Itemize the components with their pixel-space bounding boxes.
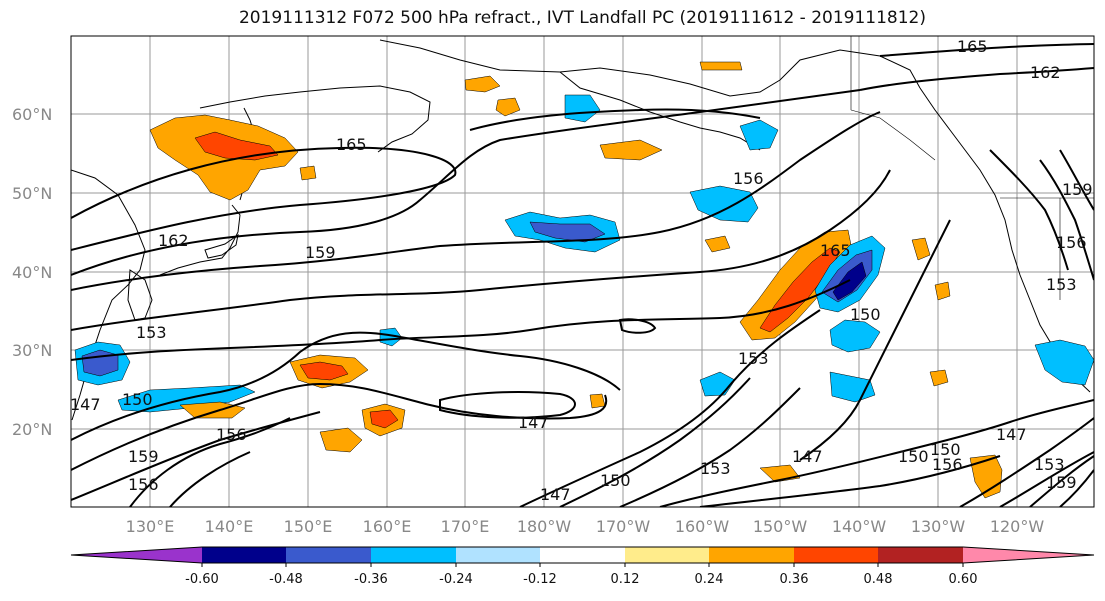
lon-label: 180°W <box>517 517 572 536</box>
colorbar-segment <box>709 547 794 563</box>
contour-label: 150 <box>600 471 631 490</box>
colorbar-segments <box>70 546 1095 564</box>
colorbar-ticks <box>201 563 964 567</box>
contour-label: 150 <box>122 390 153 409</box>
contour-label: 153 <box>738 349 769 368</box>
colorbar-segment <box>371 547 456 563</box>
lon-label: 170°E <box>441 517 490 536</box>
colorbar-segment <box>963 547 1094 563</box>
contour-label: 150 <box>850 305 881 324</box>
colorbar-tick-label: 0.60 <box>949 572 978 587</box>
contour-label: 165 <box>820 241 851 260</box>
lon-label: 120°W <box>990 517 1045 536</box>
lat-label: 20°N <box>12 420 52 439</box>
latitude-labels: 60°N 50°N 40°N 30°N 20°N <box>12 105 52 439</box>
contours <box>71 43 1094 507</box>
contour-label: 147 <box>792 447 823 466</box>
plot-frame <box>70 35 1095 508</box>
lat-label: 30°N <box>12 341 52 360</box>
contour-label: 165 <box>957 37 988 56</box>
contour-label: 156 <box>733 169 764 188</box>
lon-label: 150°W <box>753 517 808 536</box>
longitude-labels: 130°E 140°E 150°E 160°E 170°E 180°W 170°… <box>126 517 1045 536</box>
lat-label: 60°N <box>12 105 52 124</box>
contour-label: 147 <box>996 425 1027 444</box>
colorbar-segment <box>625 547 709 563</box>
colorbar-tick-labels: -0.60 -0.48 -0.36 -0.24 -0.12 0.12 0.24 … <box>185 572 977 587</box>
colorbar-tick-label: 0.48 <box>864 572 893 587</box>
shading <box>74 61 1094 499</box>
colorbar-tick-label: 0.24 <box>695 572 724 587</box>
map-title: 2019111312 F072 500 hPa refract., IVT La… <box>238 8 926 28</box>
contour-labels: 165 162 165 162 159 156 159 156 153 150 … <box>70 37 1093 504</box>
colorbar-tick-label: -0.48 <box>269 572 303 587</box>
lon-label: 140°E <box>205 517 254 536</box>
contour-label: 165 <box>336 135 367 154</box>
contour-label: 147 <box>540 485 571 504</box>
contour-label: 156 <box>1056 233 1087 252</box>
contour-label: 156 <box>128 475 159 494</box>
contour-label: 162 <box>1030 63 1061 82</box>
colorbar-segment <box>202 547 286 563</box>
lon-label: 130°W <box>911 517 966 536</box>
contour-label: 150 <box>930 440 961 459</box>
contour-label: 153 <box>700 459 731 478</box>
borders <box>850 36 1094 300</box>
contour-label: 153 <box>1046 275 1077 294</box>
contour-label: 162 <box>158 231 189 250</box>
contour-label: 153 <box>1034 455 1065 474</box>
contour-label: 159 <box>1046 473 1077 492</box>
colorbar-segment <box>71 547 202 563</box>
colorbar-tick-label: 0.36 <box>780 572 809 587</box>
colorbar-segment <box>878 547 963 563</box>
colorbar-segment <box>456 547 540 563</box>
contour-label: 159 <box>305 243 336 262</box>
lat-label: 40°N <box>12 263 52 282</box>
contour-label: 150 <box>898 447 929 466</box>
contour-label: 159 <box>1062 180 1093 199</box>
lon-label: 170°W <box>596 517 651 536</box>
colorbar-tick-label: -0.60 <box>185 572 219 587</box>
contour-label: 156 <box>932 455 963 474</box>
contour-label: 159 <box>128 447 159 466</box>
lon-label: 130°E <box>126 517 175 536</box>
lon-label: 160°W <box>675 517 730 536</box>
lat-label: 50°N <box>12 184 52 203</box>
colorbar-tick-label: -0.12 <box>523 572 557 587</box>
colorbar-segment <box>286 547 371 563</box>
contour-label: 147 <box>518 413 549 432</box>
colorbar-segment <box>794 547 878 563</box>
colorbar-tick-label: 0.12 <box>611 572 640 587</box>
colorbar-segment <box>540 547 625 563</box>
colorbar-tick-label: -0.24 <box>439 572 473 587</box>
lon-label: 160°E <box>363 517 412 536</box>
contour-label: 153 <box>136 323 167 342</box>
lon-label: 140°W <box>832 517 887 536</box>
colorbar-tick-label: -0.36 <box>354 572 388 587</box>
contour-label: 156 <box>216 425 247 444</box>
colorbar: -0.60 -0.48 -0.36 -0.24 -0.12 0.12 0.24 … <box>70 546 1095 587</box>
contour-label: 147 <box>70 395 101 414</box>
lon-label: 150°E <box>284 517 333 536</box>
